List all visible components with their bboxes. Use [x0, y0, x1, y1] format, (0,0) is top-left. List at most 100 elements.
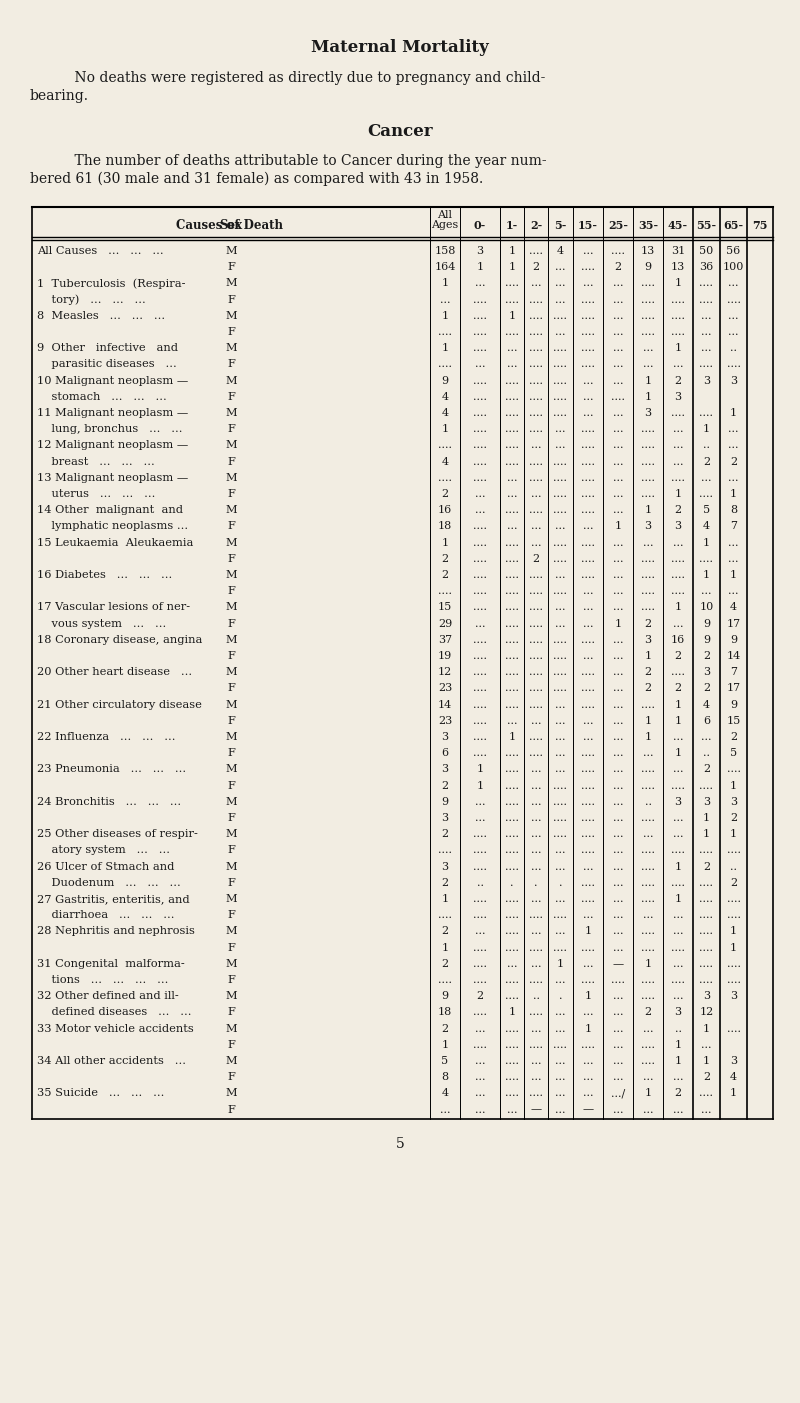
Text: ...: ... — [613, 327, 623, 337]
Text: 1: 1 — [585, 991, 591, 1002]
Text: 9: 9 — [730, 700, 737, 710]
Text: ..: .. — [477, 878, 483, 888]
Text: F: F — [227, 651, 235, 661]
Text: M: M — [225, 700, 237, 710]
Text: 1: 1 — [674, 278, 682, 288]
Text: 2: 2 — [442, 829, 449, 839]
Text: 1: 1 — [509, 732, 515, 742]
Text: ....: .... — [581, 456, 595, 467]
Text: ....: .... — [581, 537, 595, 547]
Text: ....: .... — [529, 570, 543, 579]
Text: 3: 3 — [730, 376, 737, 386]
Text: ....: .... — [581, 829, 595, 839]
Text: 1: 1 — [674, 894, 682, 904]
Text: bered 61 (30 male and 31 female) as compared with 43 in 1958.: bered 61 (30 male and 31 female) as comp… — [30, 171, 483, 187]
Text: ....: .... — [505, 943, 519, 953]
Text: 24 Bronchitis   ...   ...   ...: 24 Bronchitis ... ... ... — [37, 797, 181, 807]
Text: ...: ... — [642, 1024, 654, 1034]
Text: ...: ... — [673, 765, 683, 774]
Text: ....: .... — [505, 765, 519, 774]
Text: 2: 2 — [730, 878, 737, 888]
Text: ...: ... — [530, 926, 542, 936]
Text: ....: .... — [581, 473, 595, 483]
Text: ....: .... — [505, 846, 519, 856]
Text: ....: .... — [473, 473, 487, 483]
Text: 45-: 45- — [668, 220, 688, 231]
Text: 2: 2 — [442, 878, 449, 888]
Text: ...: ... — [555, 846, 566, 856]
Text: 2: 2 — [730, 456, 737, 467]
Text: ...: ... — [530, 829, 542, 839]
Text: ...: ... — [474, 359, 486, 369]
Text: ....: .... — [505, 1056, 519, 1066]
Text: 7: 7 — [730, 522, 737, 532]
Text: 1: 1 — [614, 522, 622, 532]
Text: ....: .... — [473, 537, 487, 547]
Text: ...: ... — [474, 488, 486, 499]
Text: 12: 12 — [699, 1007, 714, 1017]
Text: ....: .... — [473, 1007, 487, 1017]
Text: ...: ... — [582, 651, 594, 661]
Text: ....: .... — [473, 716, 487, 725]
Text: ....: .... — [581, 327, 595, 337]
Text: ....: .... — [505, 797, 519, 807]
Text: ...: ... — [530, 846, 542, 856]
Text: ...: ... — [506, 1104, 518, 1114]
Text: 31 Congenital  malforma-: 31 Congenital malforma- — [37, 958, 185, 968]
Text: ....: .... — [505, 505, 519, 515]
Text: ...: ... — [642, 1072, 654, 1082]
Text: ...: ... — [474, 1056, 486, 1066]
Text: ....: .... — [505, 602, 519, 612]
Text: ....: .... — [699, 958, 714, 968]
Text: ....: .... — [529, 505, 543, 515]
Text: ....: .... — [505, 780, 519, 790]
Text: 3: 3 — [442, 812, 449, 824]
Text: ...: ... — [530, 716, 542, 725]
Text: F: F — [227, 488, 235, 499]
Text: ....: .... — [641, 700, 655, 710]
Text: ....: .... — [473, 975, 487, 985]
Text: 1: 1 — [645, 505, 651, 515]
Text: ...: ... — [530, 812, 542, 824]
Text: 1: 1 — [674, 748, 682, 758]
Text: ....: .... — [505, 456, 519, 467]
Text: Causes of Death: Causes of Death — [177, 219, 283, 231]
Text: ...: ... — [613, 602, 623, 612]
Text: 2: 2 — [533, 554, 539, 564]
Text: ...: ... — [613, 488, 623, 499]
Text: ...: ... — [613, 1007, 623, 1017]
Text: 1: 1 — [645, 732, 651, 742]
Text: 2: 2 — [730, 812, 737, 824]
Text: 1: 1 — [442, 537, 449, 547]
Text: 50: 50 — [699, 246, 714, 255]
Text: 3: 3 — [730, 797, 737, 807]
Text: ....: .... — [505, 619, 519, 629]
Text: ....: .... — [505, 666, 519, 678]
Text: ....: .... — [529, 634, 543, 645]
Text: ...: ... — [530, 1056, 542, 1066]
Text: ....: .... — [671, 878, 685, 888]
Text: ...: ... — [613, 651, 623, 661]
Text: 1: 1 — [645, 958, 651, 968]
Text: ...: ... — [702, 310, 712, 321]
Text: ...: ... — [582, 619, 594, 629]
Text: tions   ...   ...   ...   ...: tions ... ... ... ... — [37, 975, 168, 985]
Text: M: M — [225, 958, 237, 968]
Text: 100: 100 — [723, 262, 744, 272]
Text: ...: ... — [582, 861, 594, 871]
Text: ....: .... — [581, 846, 595, 856]
Text: ....: .... — [611, 391, 625, 401]
Text: diarrhoea   ...   ...   ...: diarrhoea ... ... ... — [37, 911, 174, 920]
Text: ..: .. — [703, 441, 710, 450]
Text: ...: ... — [613, 991, 623, 1002]
Text: ..: .. — [645, 797, 651, 807]
Text: ....: .... — [671, 554, 685, 564]
Text: 15: 15 — [438, 602, 452, 612]
Text: M: M — [225, 473, 237, 483]
Text: ....: .... — [581, 878, 595, 888]
Text: ....: .... — [473, 456, 487, 467]
Text: ....: .... — [473, 586, 487, 596]
Text: ...: ... — [613, 894, 623, 904]
Text: ....: .... — [554, 310, 567, 321]
Text: 1: 1 — [477, 262, 483, 272]
